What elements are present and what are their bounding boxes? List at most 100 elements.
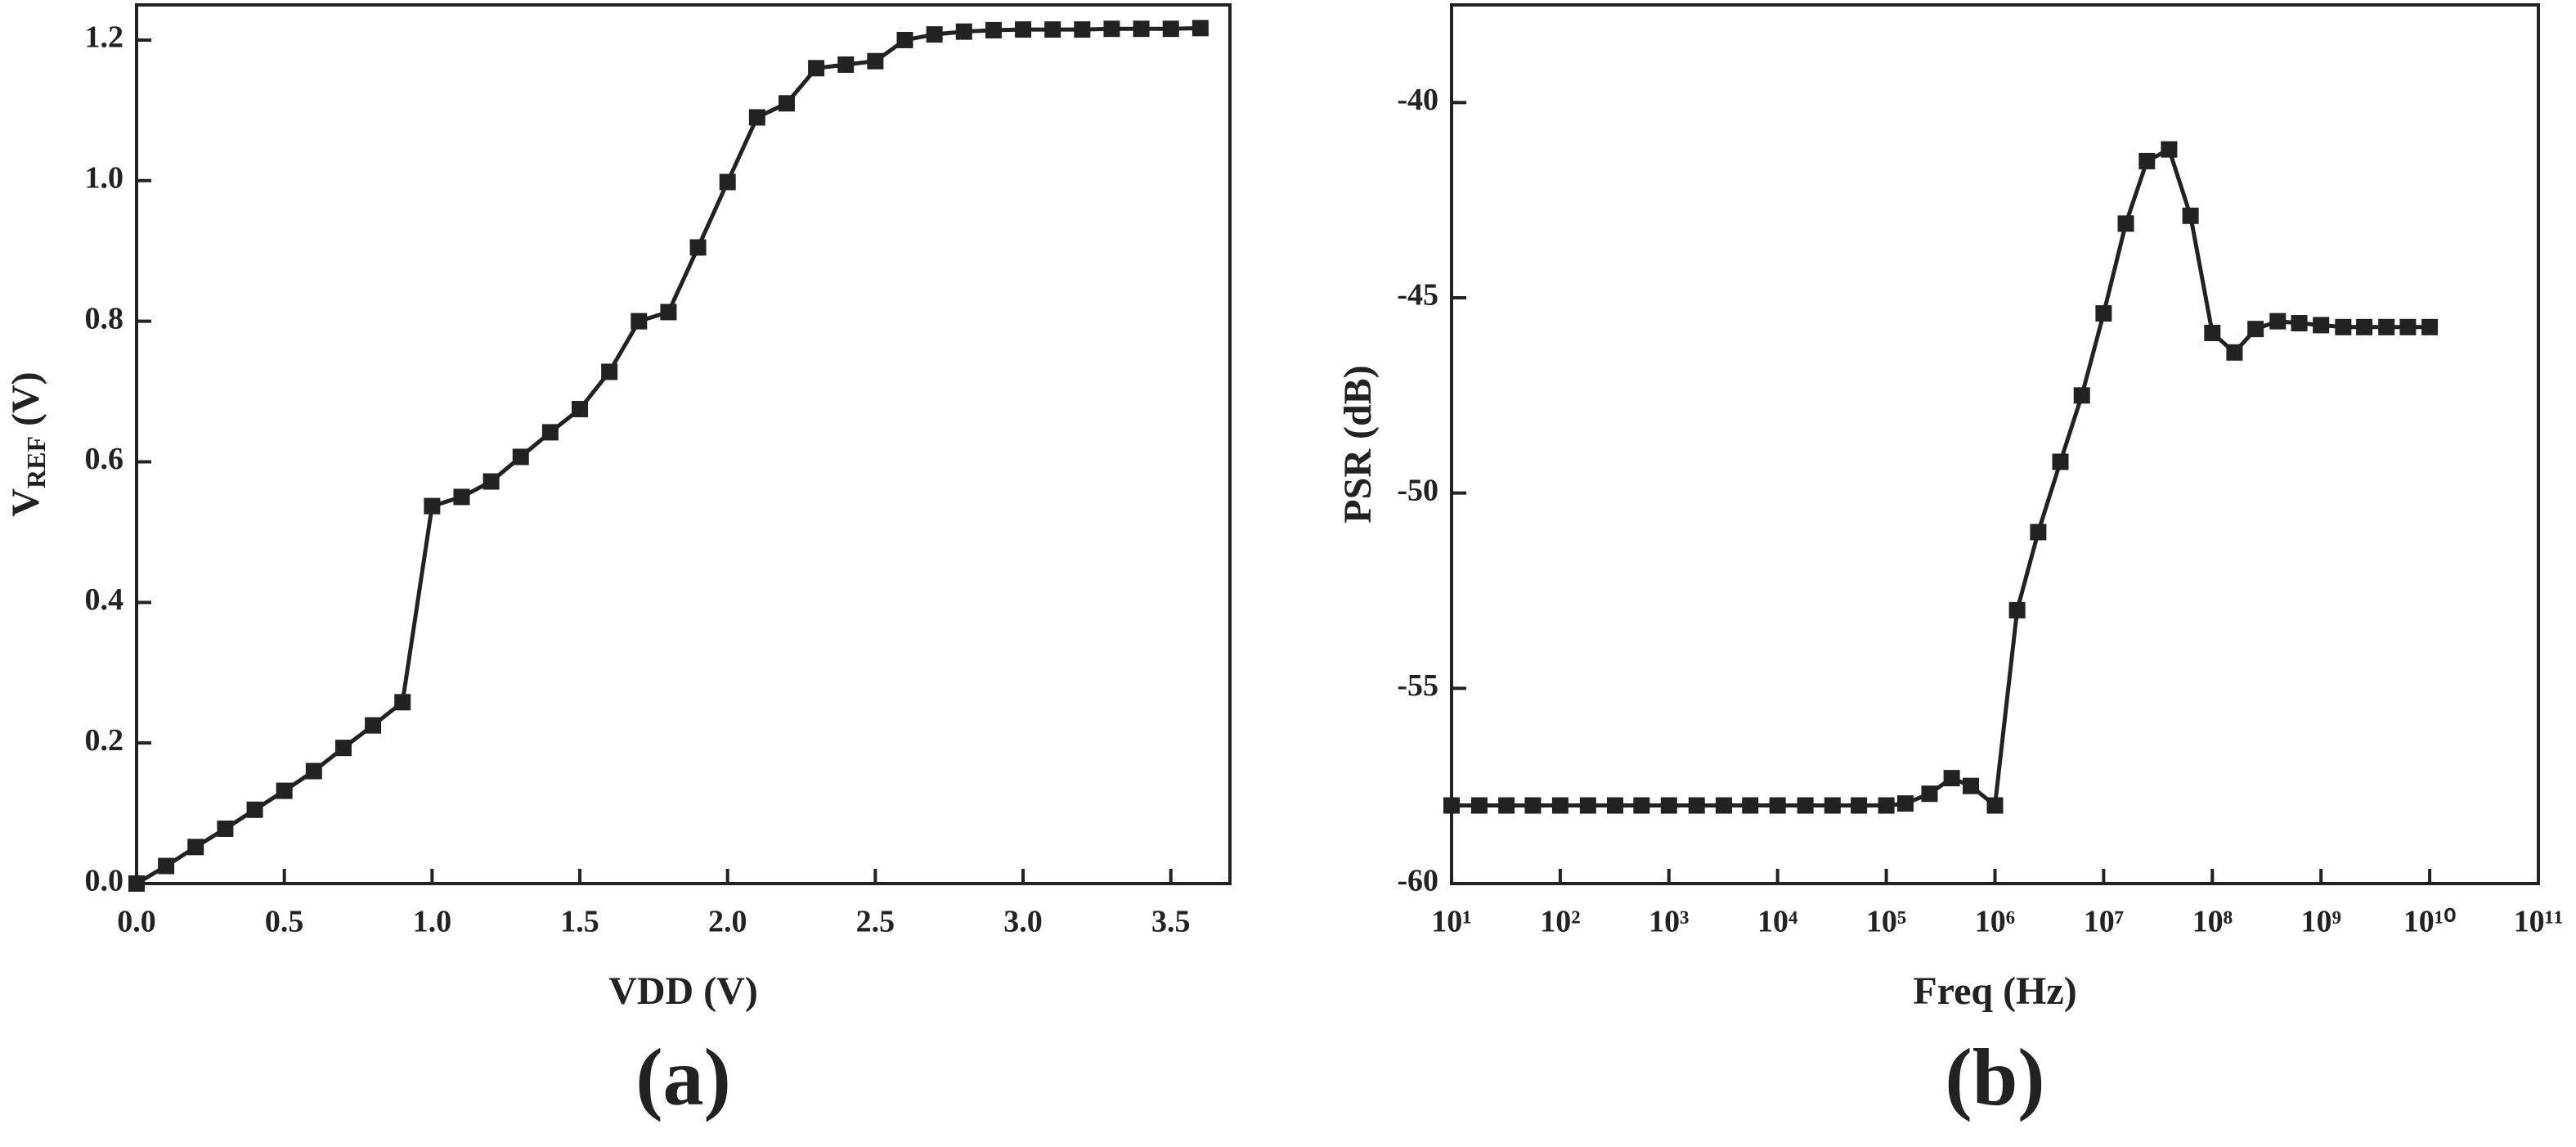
x-tick-label: 10¹⁰ bbox=[2403, 905, 2457, 939]
data-marker bbox=[1498, 797, 1515, 814]
chart-panel: 10¹ 10² 10³ 10⁴ 10⁵ 10⁶ 10⁷ 10⁸ 10⁹ 10¹⁰ 10¹¹ -60 -5… bbox=[1336, 3, 2564, 1122]
data-marker bbox=[1688, 797, 1705, 814]
data-marker bbox=[1192, 20, 1209, 37]
y-axis-title-suffix: (V) bbox=[4, 371, 47, 436]
data-marker bbox=[1524, 797, 1542, 814]
data-marker bbox=[2247, 321, 2264, 338]
data-marker bbox=[896, 31, 913, 48]
data-marker bbox=[2182, 207, 2199, 224]
data-marker bbox=[541, 424, 559, 441]
x-tick-label: 1.0 bbox=[413, 905, 452, 939]
data-marker bbox=[217, 820, 234, 837]
y-tick-label: 0.8 bbox=[85, 301, 124, 335]
data-marker bbox=[2356, 318, 2373, 335]
y-axis-title-subscript: REF bbox=[21, 436, 51, 488]
data-marker bbox=[926, 26, 943, 43]
data-marker bbox=[2030, 524, 2047, 541]
data-marker bbox=[2052, 453, 2069, 470]
data-marker bbox=[453, 488, 470, 506]
data-marker bbox=[689, 239, 707, 256]
data-marker bbox=[365, 717, 382, 734]
data-marker bbox=[2399, 318, 2417, 335]
data-marker bbox=[2421, 318, 2439, 335]
x-tick-label: 10⁹ bbox=[2300, 905, 2340, 939]
data-marker bbox=[1633, 797, 1650, 814]
y-tick-label: 0.0 bbox=[85, 864, 124, 898]
y-axis-title: VREF (V) bbox=[4, 371, 51, 516]
x-tick-label: 1.5 bbox=[560, 905, 599, 939]
data-marker bbox=[1851, 797, 1868, 814]
data-line bbox=[135, 25, 1200, 886]
data-marker bbox=[837, 56, 855, 74]
x-tick-label: 10² bbox=[1540, 905, 1580, 939]
data-marker bbox=[1824, 797, 1841, 814]
data-marker bbox=[1897, 795, 1914, 812]
data-marker bbox=[128, 875, 145, 892]
data-marker bbox=[276, 782, 293, 799]
data-marker bbox=[2269, 313, 2287, 330]
data-marker bbox=[1943, 770, 1960, 787]
panel-label: (b) bbox=[1945, 1032, 2044, 1122]
x-tick-label: 2.5 bbox=[856, 905, 895, 939]
y-tick-label: 0.6 bbox=[85, 442, 124, 476]
data-marker bbox=[1044, 21, 1061, 38]
data-marker bbox=[187, 839, 204, 856]
plot-frame bbox=[135, 3, 1232, 885]
data-marker bbox=[2335, 318, 2352, 335]
data-marker bbox=[572, 401, 589, 418]
y-tick-label: -40 bbox=[1397, 83, 1438, 117]
x-tick-label: 10³ bbox=[1649, 905, 1689, 939]
data-marker bbox=[1103, 20, 1120, 38]
data-marker bbox=[1921, 785, 1938, 803]
data-marker bbox=[2117, 215, 2134, 232]
y-tick-label: -50 bbox=[1397, 473, 1438, 507]
data-marker bbox=[2313, 317, 2330, 334]
data-marker bbox=[158, 857, 175, 875]
y-tick-label: 1.0 bbox=[85, 161, 124, 196]
data-marker bbox=[1878, 797, 1895, 814]
data-marker bbox=[1162, 20, 1179, 38]
data-marker bbox=[1607, 797, 1624, 814]
y-axis-title-text: PSR (dB) bbox=[1336, 365, 1380, 523]
data-marker bbox=[660, 304, 677, 321]
data-marker bbox=[1769, 797, 1786, 814]
y-tick-label: -45 bbox=[1397, 278, 1438, 313]
data-marker bbox=[2008, 601, 2026, 618]
y-tick-label: 1.2 bbox=[85, 20, 124, 55]
y-tick-label: 0.2 bbox=[85, 723, 124, 758]
x-tick-label: 10¹ bbox=[1431, 905, 1471, 939]
x-tick-label: 10⁵ bbox=[1866, 905, 1906, 939]
x-tick-label: 10⁴ bbox=[1757, 905, 1798, 939]
data-marker bbox=[1074, 21, 1091, 38]
data-marker bbox=[482, 473, 500, 490]
data-marker bbox=[1470, 797, 1488, 814]
data-marker bbox=[1715, 797, 1732, 814]
data-marker bbox=[1742, 797, 1759, 814]
y-tick-label: -55 bbox=[1397, 668, 1438, 703]
data-marker bbox=[2161, 141, 2178, 158]
data-marker bbox=[985, 21, 1002, 38]
data-marker bbox=[512, 448, 529, 466]
data-marker bbox=[2291, 315, 2308, 332]
data-marker bbox=[424, 497, 441, 515]
data-marker bbox=[2378, 318, 2395, 335]
x-tick-label: 10¹¹ bbox=[2514, 905, 2564, 939]
x-tick-label: 2.0 bbox=[708, 905, 747, 939]
y-axis-title-text: V bbox=[4, 488, 47, 517]
panel-label: (a) bbox=[635, 1032, 731, 1122]
data-marker bbox=[334, 740, 352, 757]
data-marker bbox=[748, 109, 765, 126]
x-axis-title: VDD (V) bbox=[608, 969, 758, 1013]
chart-panel: 0.0 0.5 1.0 1.5 2.0 2.5 3.0 3.5 0.0 0.2 0.4 0.6 0.8 1… bbox=[4, 3, 1232, 1122]
data-marker bbox=[1551, 797, 1568, 814]
data-marker bbox=[1443, 797, 1460, 814]
data-marker bbox=[305, 762, 322, 780]
y-axis-title: PSR (dB) bbox=[1336, 365, 1380, 523]
x-tick-label: 10⁶ bbox=[1975, 905, 2015, 939]
x-tick-label: 0.0 bbox=[117, 905, 156, 939]
y-tick-label: 0.4 bbox=[85, 582, 124, 617]
data-marker bbox=[246, 801, 263, 818]
x-axis-title: Freq (Hz) bbox=[1913, 969, 2076, 1013]
data-marker bbox=[719, 173, 736, 191]
